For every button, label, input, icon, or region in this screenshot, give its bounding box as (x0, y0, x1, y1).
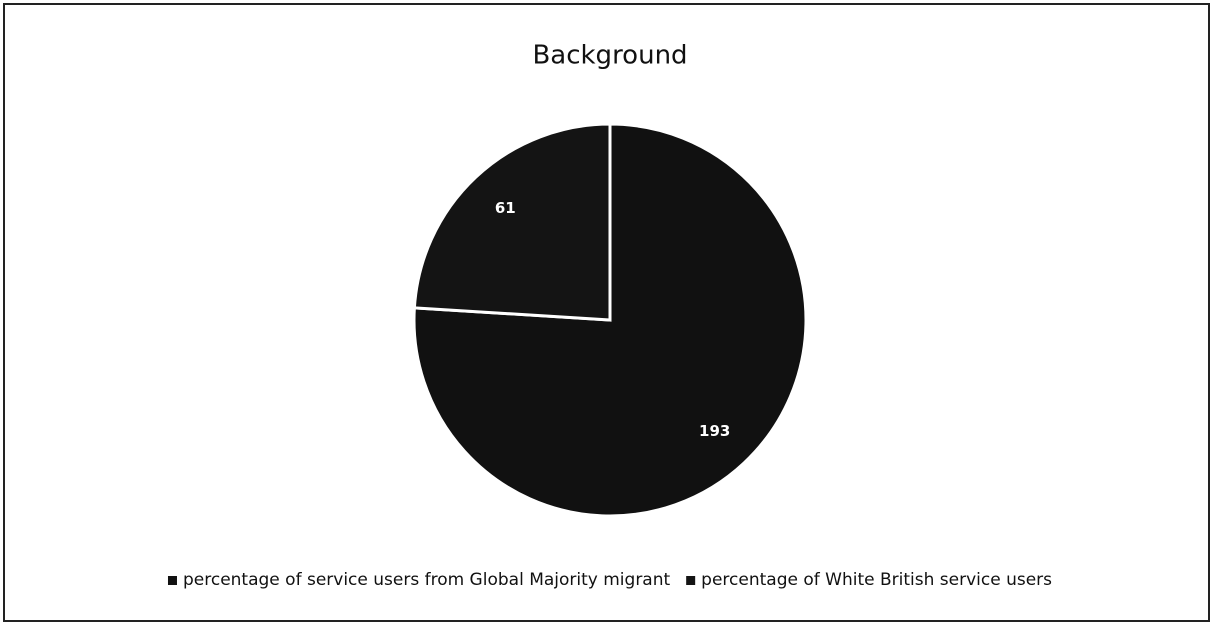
data-label: 61 (495, 199, 516, 217)
pie-slice (412, 122, 808, 518)
legend-marker (167, 576, 177, 585)
data-label: 193 (699, 422, 730, 440)
legend-label: percentage of White British service user… (701, 570, 1052, 590)
legend-label: percentage of service users from Global … (183, 570, 671, 590)
chart-title: Background (532, 41, 687, 71)
pie-slice (412, 122, 612, 322)
legend-marker (686, 576, 696, 585)
